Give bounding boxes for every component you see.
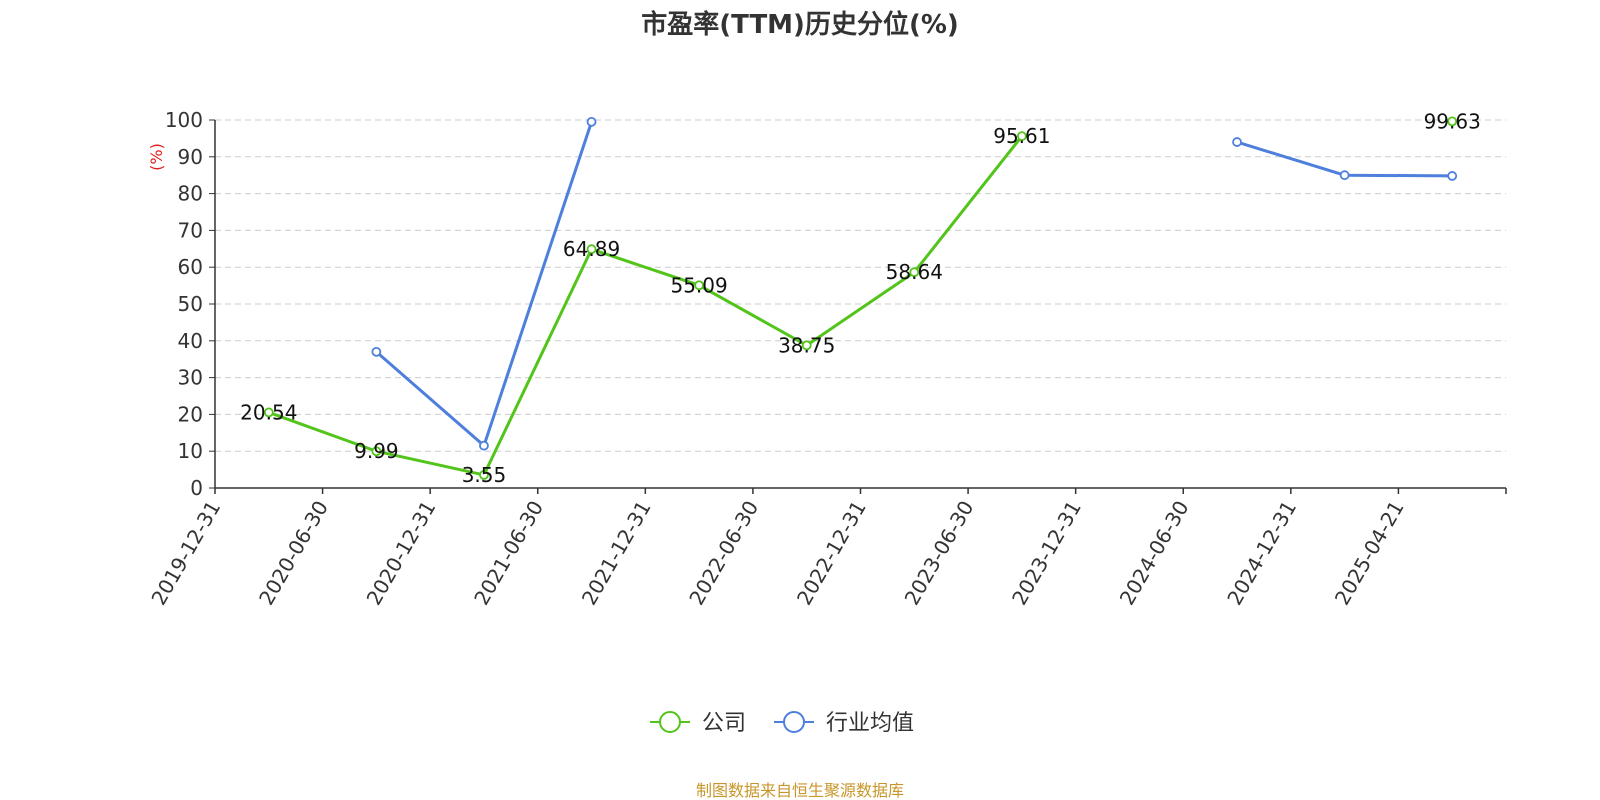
grid-layer bbox=[215, 119, 1506, 452]
series-point-0 bbox=[479, 470, 489, 480]
series-point-0 bbox=[263, 407, 274, 418]
x-tick-label: 2021-06-30 bbox=[469, 497, 548, 610]
x-tick-label: 2024-12-31 bbox=[1222, 497, 1301, 610]
series-layer bbox=[263, 116, 1458, 480]
series-point-0 bbox=[586, 244, 597, 255]
y-tick-label: 40 bbox=[178, 329, 203, 353]
series-point-0 bbox=[909, 267, 920, 278]
series-point-1 bbox=[1447, 171, 1458, 181]
data-label: 3.55 bbox=[462, 463, 507, 487]
data-label: 20.54 bbox=[240, 400, 297, 424]
series-point-0 bbox=[371, 446, 382, 457]
source-note: 制图数据来自恒生聚源数据库 bbox=[696, 781, 904, 800]
y-tick-label: 0 bbox=[190, 476, 203, 500]
axis-layer: 0 10 20 30 40 50 60 70 80 90 100 2019-12-31 2020-06-… bbox=[146, 108, 1507, 610]
x-tick-label: 2022-06-30 bbox=[684, 497, 763, 610]
legend-label: 公司 bbox=[702, 711, 746, 736]
legend-item-0: 公司 bbox=[650, 711, 746, 736]
x-tick-label: 2024-06-30 bbox=[1115, 497, 1194, 610]
y-tick-label: 70 bbox=[178, 218, 203, 242]
series-line-0 bbox=[268, 135, 1024, 477]
data-label: 99.63 bbox=[1424, 109, 1481, 133]
chart-title: 市盈率(TTM)历史分位(%) bbox=[641, 9, 959, 40]
legend-label: 行业均值 bbox=[826, 711, 914, 736]
series-point-0 bbox=[801, 340, 812, 351]
series-point-1 bbox=[586, 116, 597, 127]
legend: 公司 行业均值 bbox=[650, 711, 914, 736]
x-tick-label: 2025-04-21 bbox=[1330, 497, 1409, 610]
data-label-layer: 20.54 9.99 3.55 64.89 55.09 38.75 58.64 95.61 99… bbox=[240, 109, 1481, 487]
legend-item-1: 行业均值 bbox=[774, 711, 914, 736]
legend-marker bbox=[783, 711, 805, 733]
series-line-1 bbox=[375, 121, 593, 449]
x-tick-label: 2021-12-31 bbox=[577, 497, 656, 610]
series-point-1 bbox=[479, 440, 489, 451]
y-tick-label: 80 bbox=[178, 182, 203, 206]
x-tick-label: 2023-12-31 bbox=[1007, 497, 1086, 610]
data-label: 9.99 bbox=[354, 439, 399, 463]
x-tick-label: 2020-06-30 bbox=[254, 497, 333, 610]
y-tick-label: 20 bbox=[178, 402, 203, 426]
series-point-0 bbox=[1447, 116, 1458, 127]
data-label: 64.89 bbox=[563, 237, 620, 261]
data-label: 38.75 bbox=[778, 333, 835, 357]
y-tick-label: 60 bbox=[178, 255, 203, 279]
data-label: 58.64 bbox=[886, 260, 943, 284]
series-point-0 bbox=[1016, 131, 1027, 142]
series-point-0 bbox=[694, 280, 705, 291]
y-tick-label: 50 bbox=[178, 292, 203, 316]
y-tick-label: 100 bbox=[165, 108, 203, 132]
legend-marker bbox=[659, 711, 681, 733]
series-point-1 bbox=[371, 346, 382, 357]
x-tick-label: 2023-06-30 bbox=[900, 497, 979, 610]
data-label: 95.61 bbox=[993, 124, 1050, 148]
y-tick-label: 90 bbox=[178, 145, 203, 169]
y-axis-label: (%) bbox=[147, 143, 166, 171]
y-tick-label: 10 bbox=[178, 439, 203, 463]
x-tick-label: 2022-12-31 bbox=[792, 497, 871, 610]
series-point-1 bbox=[1339, 170, 1350, 181]
data-label: 55.09 bbox=[670, 273, 727, 297]
x-tick-label: 2019-12-31 bbox=[146, 497, 225, 610]
series-point-1 bbox=[1232, 137, 1242, 147]
y-tick-label: 30 bbox=[178, 366, 203, 390]
x-tick-label: 2020-12-31 bbox=[362, 497, 441, 610]
